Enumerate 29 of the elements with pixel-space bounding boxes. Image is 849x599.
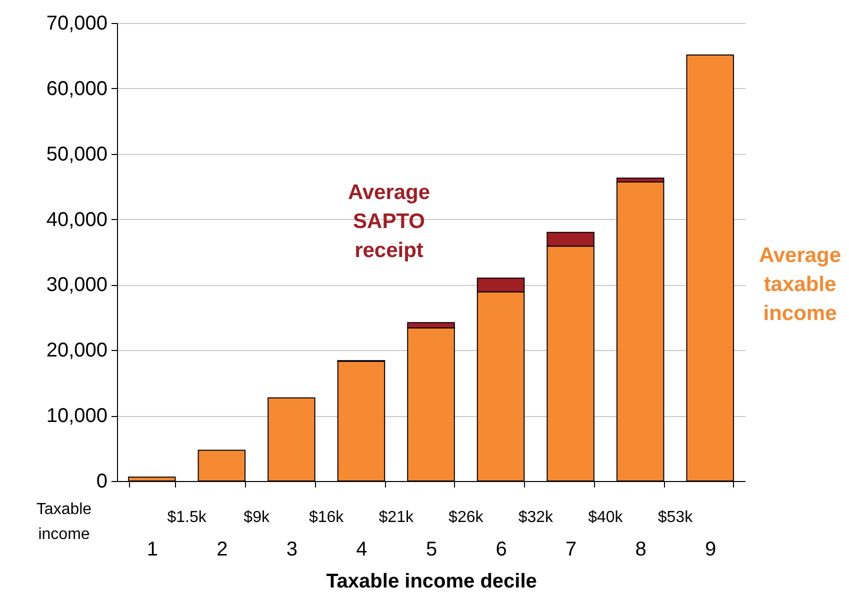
x-tick-label: 9 xyxy=(705,538,716,560)
y-tick-label: 30,000 xyxy=(46,274,108,296)
x-tick-label: 2 xyxy=(216,538,228,560)
text: $16k xyxy=(308,509,345,526)
x-tick-label: 1 xyxy=(146,538,158,560)
x-tick-label: 8 xyxy=(635,538,646,560)
x-tick-label: 4 xyxy=(356,538,368,560)
y-tick-label: 0 xyxy=(96,470,108,492)
text: $53k xyxy=(658,509,694,526)
y-tick-label: 20,000 xyxy=(46,340,108,362)
text: Average SAPTO receipt xyxy=(348,181,430,262)
text: $21k xyxy=(378,509,414,526)
x-tick-label: 5 xyxy=(426,538,438,560)
x-axis-title: Taxable income decile xyxy=(326,570,537,592)
text: $26k xyxy=(448,509,484,526)
x-tick-label: 7 xyxy=(565,538,577,560)
x-tick-label: 3 xyxy=(286,538,298,560)
series-label: Average taxable income xyxy=(758,244,842,325)
y-tick-label: 50,000 xyxy=(46,143,108,166)
y-tick-label: 40,000 xyxy=(46,208,108,231)
text: $40k xyxy=(588,509,624,526)
y-tick-label: 70,000 xyxy=(46,12,108,34)
y-tick-label: 10,000 xyxy=(46,405,108,428)
text: $1.5k xyxy=(167,509,208,526)
x-tick-label: 6 xyxy=(496,538,507,560)
text: $32k xyxy=(518,509,554,526)
text: Taxable income xyxy=(36,501,92,543)
text: $9k xyxy=(244,509,270,526)
y-tick-label: 60,000 xyxy=(46,78,108,100)
